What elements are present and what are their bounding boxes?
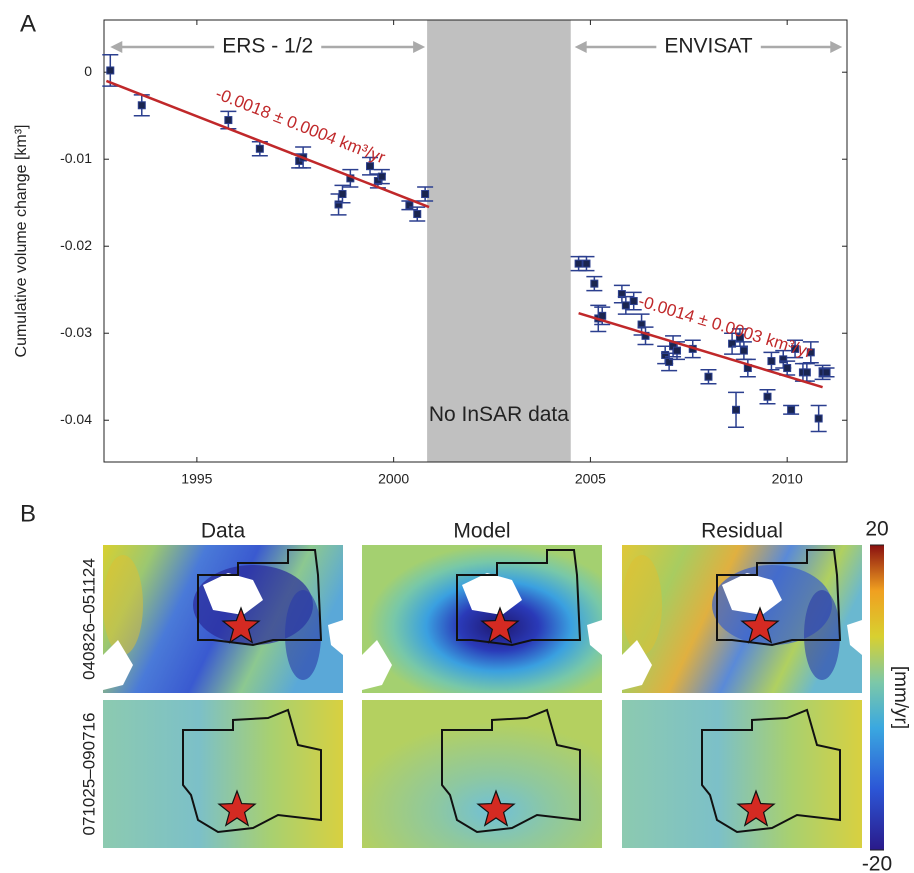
y-tick-label: 0 [84,63,92,79]
map-panel [103,700,343,848]
point [823,369,830,376]
point [705,373,712,380]
row-label: 040826–051124 [79,558,98,680]
panel-label: B [20,500,36,527]
x-tick-label: 2000 [378,471,409,487]
column-title: Model [453,520,510,543]
point [740,347,747,354]
point [583,260,590,267]
map-field [622,700,862,848]
point [733,406,740,413]
trend-line [106,81,429,207]
map-field [362,545,602,693]
y-tick-label: -0.04 [60,411,92,427]
span-label: No InSAR data [427,402,571,428]
period-label: ENVISAT [664,35,752,58]
point [630,298,637,305]
map-panel [103,545,343,693]
x-tick-label: 1995 [181,471,212,487]
map-blob [622,555,662,655]
map-panel [622,700,862,848]
map-panel [362,700,602,848]
map-blob [103,555,143,655]
point [107,67,114,74]
map-panel [622,545,862,693]
point [768,358,775,365]
point [803,369,810,376]
point [591,280,598,287]
map-field [103,700,343,848]
x-tick-label: 2005 [575,471,606,487]
chart: A B Cumulative volume change [km³] 0 -0.0… [0,0,914,873]
map-field [362,700,602,848]
point [575,260,582,267]
panel-label: A [20,10,36,37]
y-axis-label: Cumulative volume change [km³] [13,125,30,358]
column-title: Data [201,520,246,543]
colorbar-tick-label: 20 [865,518,888,541]
point [414,211,421,218]
colorbar-tick-label: -20 [862,853,892,873]
row-label: 071025–090716 [79,713,98,836]
point [599,312,606,319]
x-tick-label: 2010 [772,471,803,487]
figure: A B Cumulative volume change [km³] 0 -0.0… [0,0,914,873]
point [784,365,791,372]
y-tick-label: -0.03 [60,324,92,340]
colorbar [870,545,884,850]
point [138,102,145,109]
point [815,415,822,422]
point [788,406,795,413]
y-tick-label: -0.02 [60,237,92,253]
y-tick-label: -0.01 [60,150,92,166]
map-panel [362,545,602,693]
point [673,347,680,354]
period-label: ERS - 1/2 [222,35,313,58]
point [622,302,629,309]
shaded-span [427,20,571,462]
column-title: Residual [701,520,783,543]
point [422,191,429,198]
point [256,145,263,152]
point [378,173,385,180]
colorbar-label: [mm/yr] [890,666,911,729]
point [764,393,771,400]
point [339,191,346,198]
map-blob [285,590,321,680]
point [225,117,232,124]
map-blob [804,590,840,680]
